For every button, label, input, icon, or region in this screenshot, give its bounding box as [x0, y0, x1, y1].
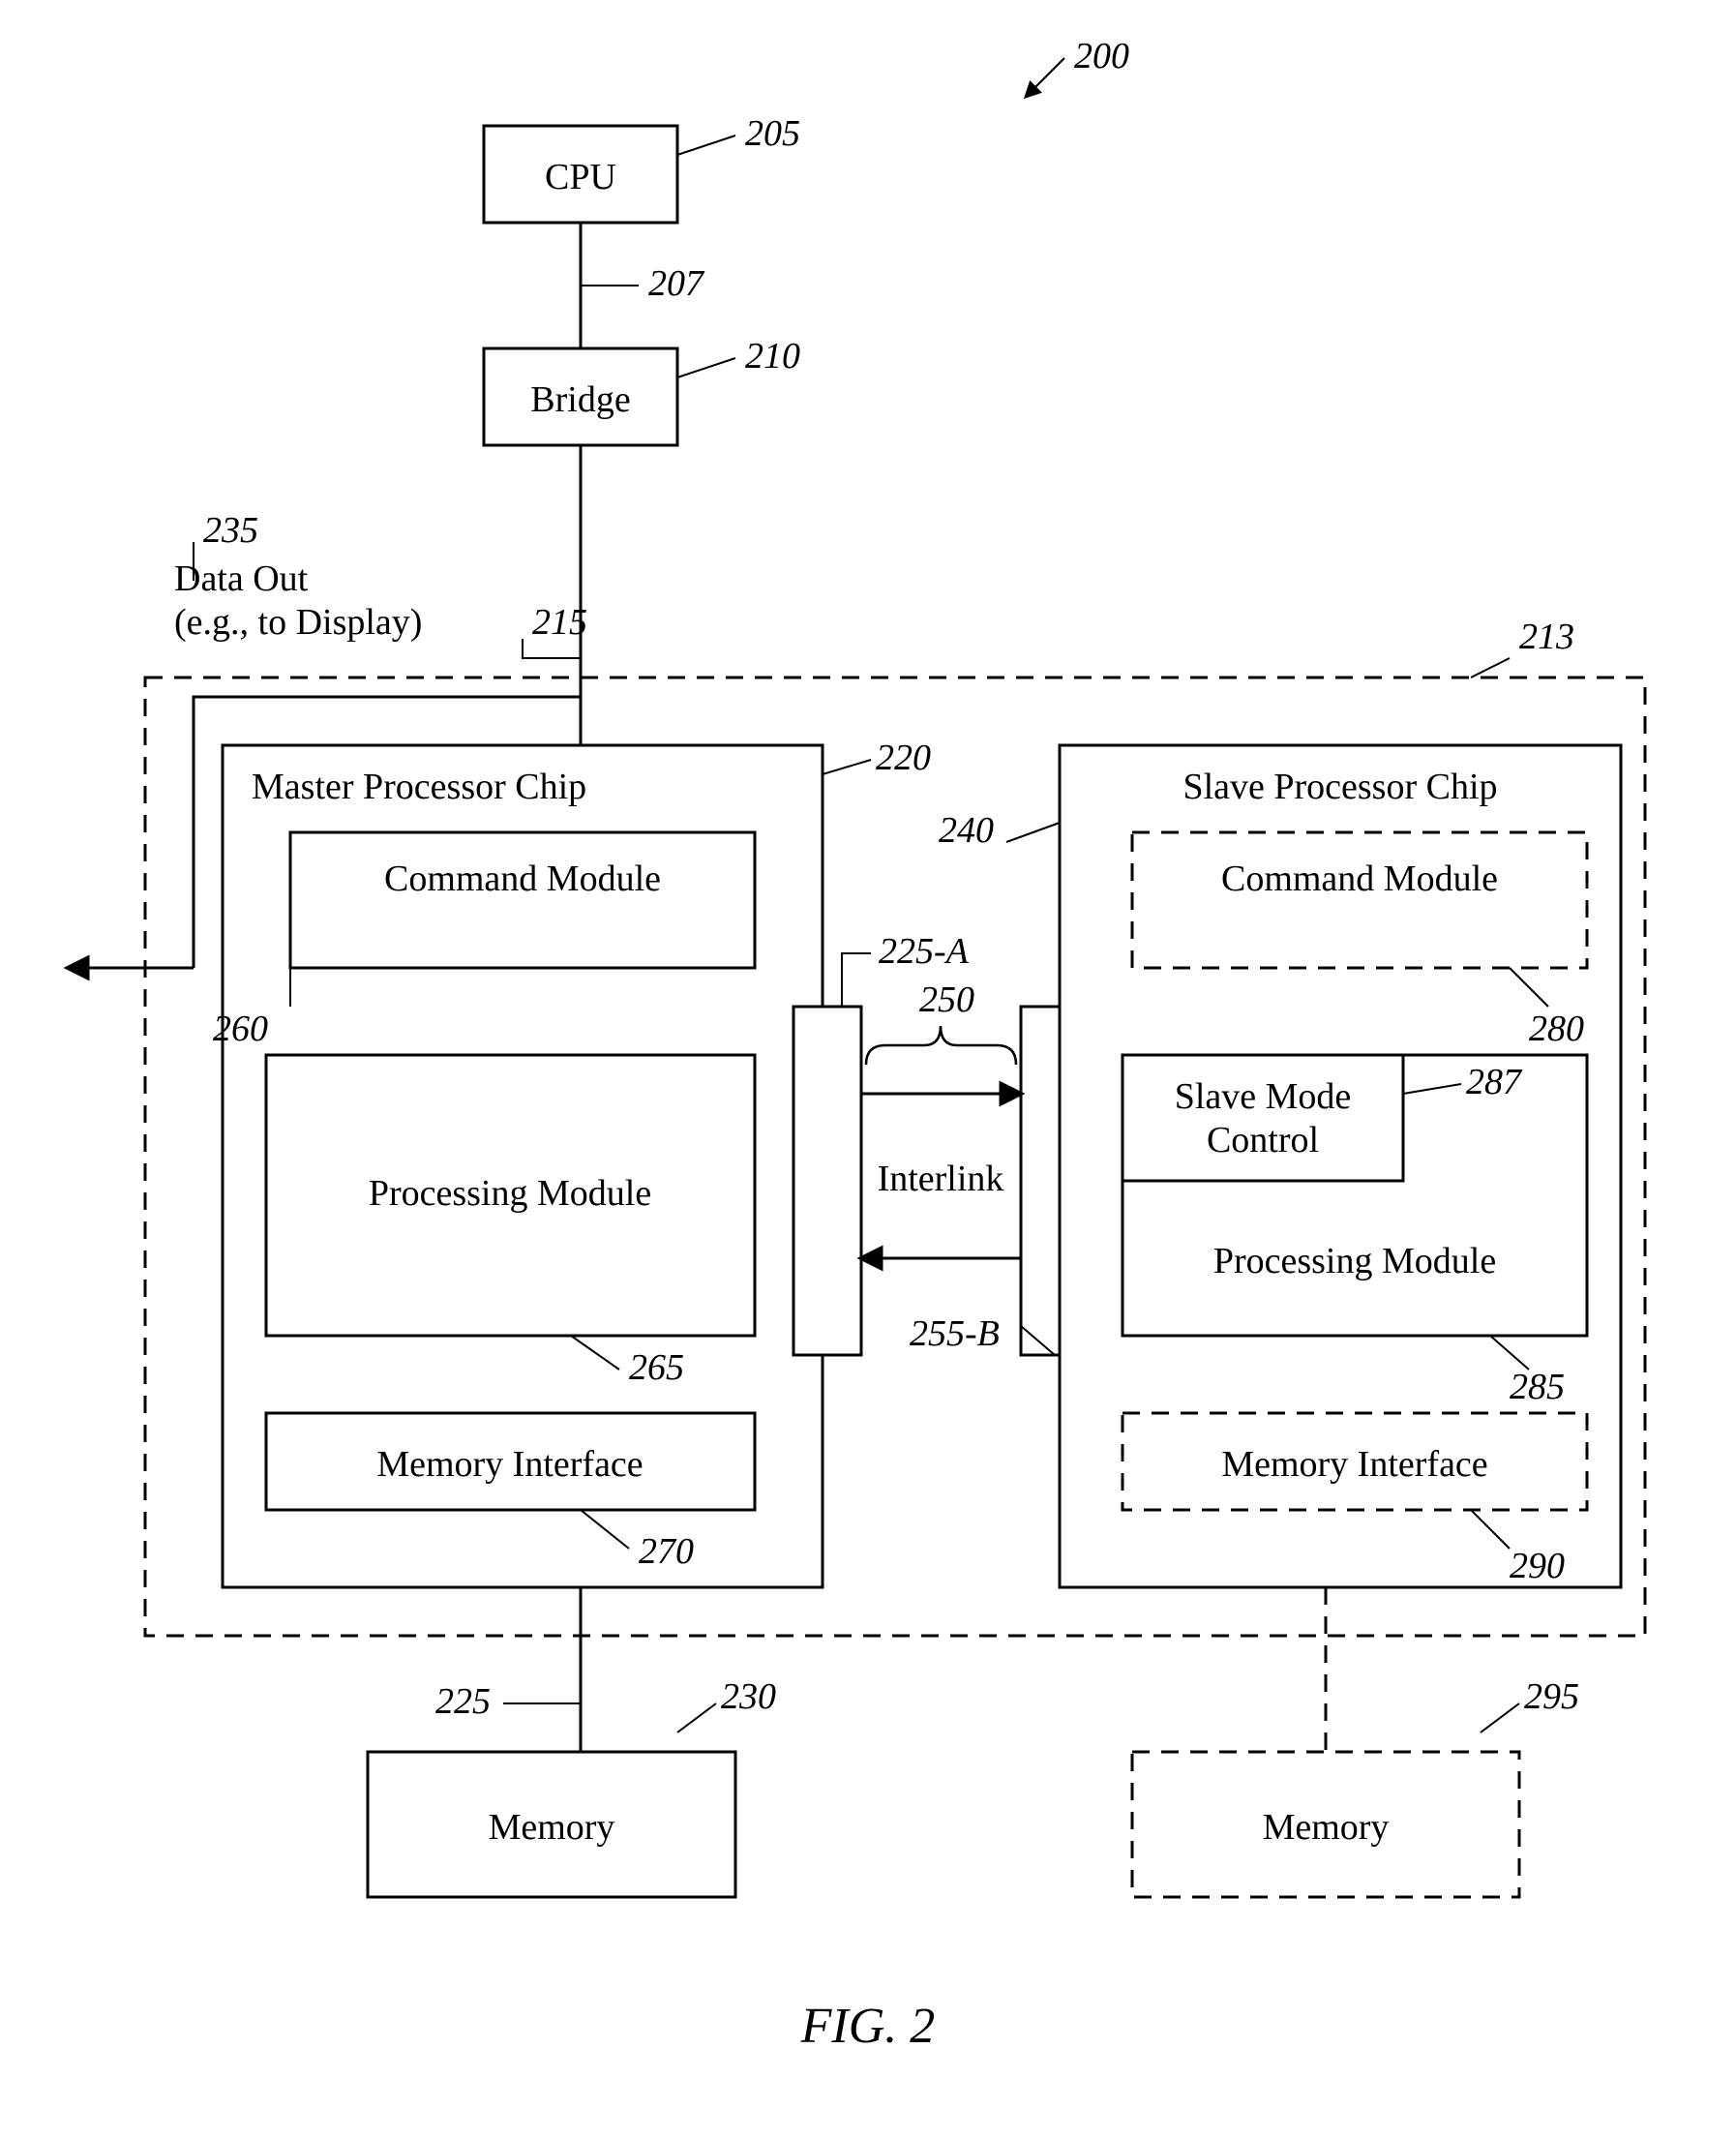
ref-210-text: 210 — [745, 336, 800, 377]
data-out-l2: (e.g., to Display) — [174, 602, 422, 643]
ref-235-text: 235 — [203, 510, 258, 551]
slave-command-l1: Command Module — [1221, 859, 1498, 899]
interlink-label: Interlink — [878, 1159, 1004, 1199]
ref-287-text: 287 — [1466, 1062, 1523, 1102]
memory-left-label: Memory — [489, 1807, 615, 1848]
ref-207-text: 207 — [648, 263, 705, 304]
ref-210: 210 — [677, 336, 800, 377]
slave-mode-l1: Slave Mode — [1175, 1076, 1352, 1117]
ref-225: 225 — [435, 1681, 581, 1722]
master-processing-label: Processing Module — [369, 1173, 651, 1214]
slave-mode-box — [1122, 1055, 1403, 1181]
master-chip-label: Master Processor Chip — [252, 767, 586, 807]
slave-processing-label: Processing Module — [1213, 1241, 1496, 1281]
ref-220-text: 220 — [876, 738, 931, 778]
slave-chip-label: Slave Processor Chip — [1182, 767, 1497, 807]
ref-225A-text: 225-A — [879, 931, 970, 972]
ref-280-text: 280 — [1529, 1009, 1584, 1049]
ref-205-text: 205 — [745, 113, 800, 154]
interlink-left-box — [793, 1007, 861, 1355]
ref-205: 205 — [677, 113, 800, 155]
ref-200-text: 200 — [1074, 36, 1129, 76]
master-command-l1: Command Module — [384, 859, 661, 899]
ref-215-text: 215 — [532, 602, 587, 643]
ref-213: 213 — [1471, 617, 1574, 678]
ref-285-text: 285 — [1510, 1367, 1565, 1407]
master-meminterface-label: Memory Interface — [376, 1444, 643, 1485]
ref-200: 200 — [1026, 36, 1129, 97]
ref-225-text: 225 — [435, 1681, 491, 1722]
ref-265-text: 265 — [629, 1347, 684, 1388]
ref-295: 295 — [1481, 1676, 1579, 1732]
ref-290-text: 290 — [1510, 1546, 1565, 1586]
ref-215: 215 — [523, 602, 587, 658]
ref-213-text: 213 — [1519, 617, 1574, 657]
ref-230-text: 230 — [721, 1676, 776, 1717]
ref-250-text: 250 — [919, 979, 974, 1020]
ref-240: 240 — [939, 810, 1060, 851]
ref-255B-text: 255-B — [910, 1313, 1000, 1354]
ref-240-text: 240 — [939, 810, 994, 851]
diagram-svg: 200 CPU 205 207 Bridge 210 215 235 Data … — [0, 0, 1736, 2139]
slave-mode-l2: Control — [1207, 1120, 1319, 1160]
ref-295-text: 295 — [1524, 1676, 1579, 1717]
data-out-l1: Data Out — [174, 558, 309, 599]
ref-260-text: 260 — [213, 1009, 268, 1049]
ref-230: 230 — [677, 1676, 776, 1732]
cpu-label: CPU — [545, 157, 616, 197]
memory-right-label: Memory — [1263, 1807, 1390, 1848]
ref-250: 250 — [866, 979, 1016, 1065]
master-command-box — [290, 832, 755, 968]
figure-caption: FIG. 2 — [800, 1999, 936, 2054]
ref-270-text: 270 — [639, 1531, 694, 1572]
ref-207: 207 — [581, 263, 705, 304]
bridge-label: Bridge — [530, 379, 630, 420]
ref-220: 220 — [823, 738, 931, 778]
slave-meminterface-label: Memory Interface — [1221, 1444, 1487, 1485]
